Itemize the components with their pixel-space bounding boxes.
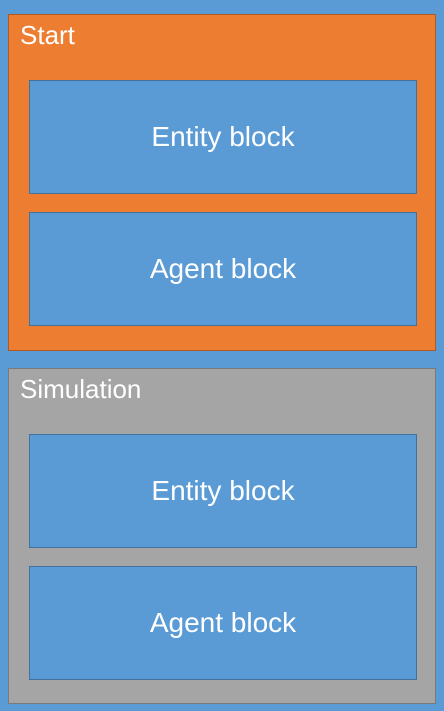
- simulation-agent-block: Agent block: [29, 566, 417, 680]
- start-phase-container: Start Entity block Agent block: [8, 14, 436, 351]
- start-agent-block: Agent block: [29, 212, 417, 326]
- simulation-phase-container: Simulation Entity block Agent block: [8, 368, 436, 704]
- start-phase-title: Start: [20, 20, 75, 50]
- start-entity-block: Entity block: [29, 80, 417, 194]
- simulation-phase-title: Simulation: [20, 374, 142, 404]
- simulation-entity-block: Entity block: [29, 434, 417, 548]
